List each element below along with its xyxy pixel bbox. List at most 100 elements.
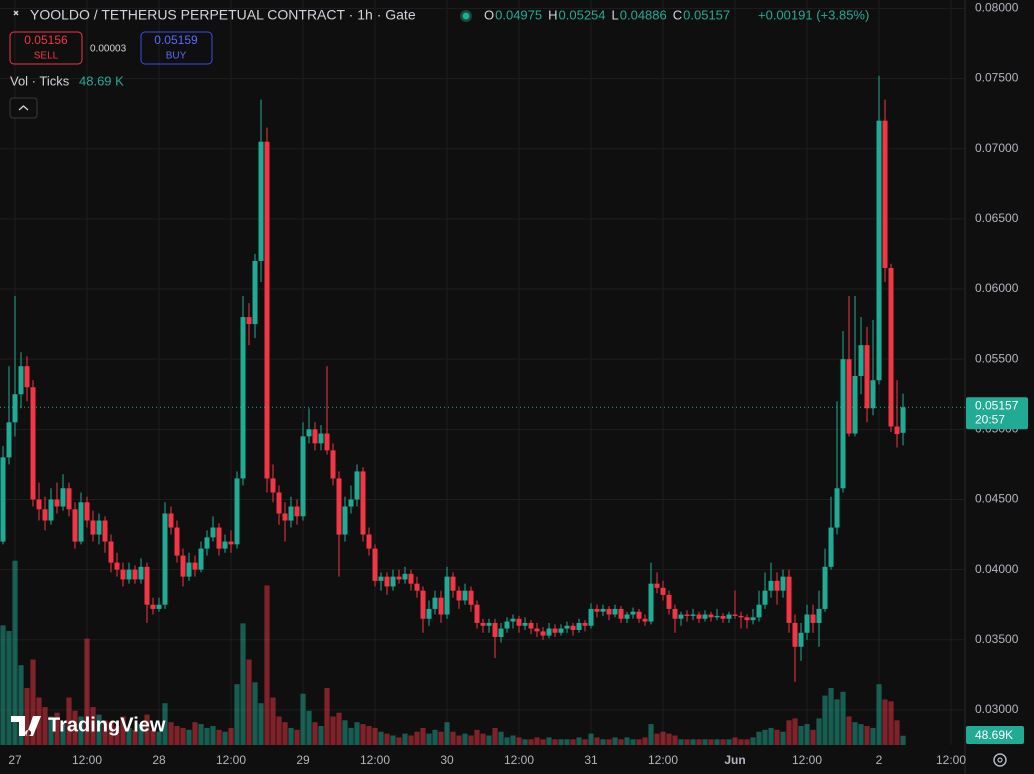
volume-bar	[648, 724, 654, 745]
volume-bar	[798, 726, 804, 745]
candle-body	[792, 622, 798, 647]
y-tick-label: 0.04000	[975, 562, 1019, 576]
volume-bar	[702, 739, 708, 745]
volume-bar	[654, 733, 660, 745]
volume-bar	[402, 733, 408, 745]
volume-bar	[714, 739, 720, 745]
status-dot	[462, 12, 470, 20]
countdown: 20:57	[975, 412, 1005, 426]
volume-bar	[498, 731, 504, 745]
volume-bar	[708, 739, 714, 745]
candle-body	[198, 548, 204, 570]
volume-bar	[222, 731, 228, 745]
candle-body	[732, 614, 738, 616]
candle-body	[768, 580, 774, 591]
candle-body	[660, 587, 666, 595]
volume-bar	[672, 735, 678, 745]
volume-bar	[546, 737, 552, 745]
volume-bar	[786, 720, 792, 745]
candle-body	[486, 622, 492, 626]
candle-body	[594, 608, 600, 612]
volume-bar	[156, 731, 162, 745]
volume-bar	[96, 714, 102, 745]
collapse-button[interactable]	[9, 97, 38, 119]
y-tick-label: 0.04500	[975, 492, 1019, 506]
candle-body	[756, 604, 762, 618]
volume-bar	[582, 739, 588, 745]
ohlc-letter: O	[484, 7, 494, 22]
candle-body	[6, 422, 12, 458]
buy-price: 0.05159	[154, 33, 198, 47]
volume-bar	[90, 707, 96, 745]
candle-body	[372, 548, 378, 581]
settings-icon[interactable]	[993, 753, 1007, 767]
candle-body	[246, 317, 252, 325]
candle-body	[300, 436, 306, 517]
change: +0.00191 (+3.85%)	[758, 7, 869, 22]
candle-body	[900, 407, 906, 433]
volume-bar	[660, 731, 666, 745]
x-tick-label: 29	[296, 753, 310, 767]
candle-body	[744, 617, 750, 621]
volume-bar	[324, 688, 330, 745]
volume-bar	[720, 739, 726, 745]
candle-body	[708, 614, 714, 618]
ohlc-letter: H	[548, 7, 557, 22]
volume-bar	[690, 739, 696, 745]
gear-center	[997, 757, 1003, 763]
candle-body	[210, 527, 216, 538]
volume-bar	[408, 735, 414, 745]
candle-body	[450, 576, 456, 591]
sell-button[interactable]	[9, 31, 83, 65]
volume-bar	[522, 739, 528, 745]
volume-bar	[216, 729, 222, 745]
candle-body	[456, 590, 462, 601]
volume-bar	[792, 718, 798, 745]
candle-body	[144, 566, 150, 605]
volume-bar	[558, 739, 564, 745]
volume-bar	[450, 731, 456, 745]
candle-body	[648, 583, 654, 622]
sell-price: 0.05156	[24, 33, 68, 47]
volume-bar	[828, 688, 834, 745]
candle-body	[690, 614, 696, 616]
candle-body	[438, 597, 444, 615]
candle-body	[96, 520, 102, 535]
candle-body	[642, 618, 648, 622]
candle-body	[606, 608, 612, 615]
volume-bar	[486, 735, 492, 745]
volume-bar	[552, 739, 558, 745]
candle-body	[84, 502, 90, 521]
volume-bar	[762, 729, 768, 745]
candle-body	[306, 429, 312, 437]
y-tick-label: 0.06500	[975, 211, 1019, 225]
candle-body	[570, 625, 576, 630]
candle-body	[804, 614, 810, 633]
candle-body	[858, 345, 864, 377]
candle-body	[288, 506, 294, 521]
volume-bar	[540, 739, 546, 745]
volume-bar	[882, 699, 888, 745]
candle-body	[888, 267, 894, 427]
volume-bar	[138, 724, 144, 745]
last-price-label: 0.05157	[975, 398, 1019, 412]
volume-bar	[468, 735, 474, 745]
volume-bar	[234, 684, 240, 745]
x-tick-label: 12:00	[504, 753, 534, 767]
candle-body	[36, 499, 42, 510]
candle-body	[666, 594, 672, 609]
volume-bar	[354, 722, 360, 745]
candle-body	[726, 614, 732, 619]
ohlc-letter: L	[612, 7, 619, 22]
volume-tag	[966, 726, 1024, 744]
brand-logo	[11, 716, 41, 736]
gear[interactable]	[993, 753, 1007, 767]
x-tick-label: 12:00	[72, 753, 102, 767]
candle-body	[102, 520, 108, 542]
candle-body	[762, 590, 768, 605]
candle-body	[204, 537, 210, 549]
volume-bar	[48, 716, 54, 745]
candle-body	[66, 488, 72, 510]
candle-body	[24, 366, 30, 388]
buy-button[interactable]	[140, 31, 213, 65]
